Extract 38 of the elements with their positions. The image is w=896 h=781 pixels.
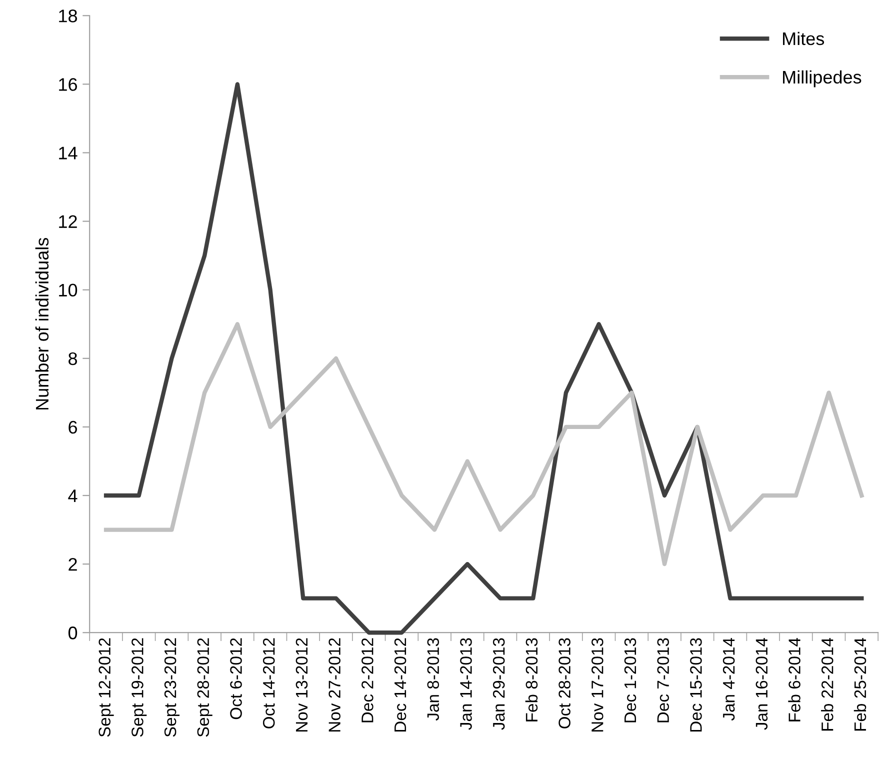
x-tick-label: Jan 8-2013 bbox=[427, 638, 440, 721]
y-tick-label: 10 bbox=[59, 284, 78, 297]
y-tick-label: 14 bbox=[59, 146, 78, 160]
y-axis-title: Number of individuals bbox=[35, 238, 49, 410]
x-tick-label: Dec 1-2013 bbox=[624, 638, 636, 722]
x-tick-label: Nov 17-2013 bbox=[592, 638, 604, 732]
x-tick-label: Oct 14-2012 bbox=[262, 638, 275, 728]
x-tick-label: Dec 7-2013 bbox=[657, 638, 670, 722]
x-tick-label: Nov 13-2012 bbox=[296, 638, 308, 732]
x-tick-label: Feb 6-2014 bbox=[788, 638, 800, 722]
y-tick-label: 12 bbox=[59, 215, 77, 228]
x-tick-label: Jan 16-2014 bbox=[756, 638, 768, 730]
y-tick-label: 16 bbox=[59, 78, 78, 91]
x-tick-label: Sept 28-2012 bbox=[197, 638, 212, 737]
x-tick-label: Jan 29-2013 bbox=[492, 638, 505, 730]
x-tick-label: Sept 12-2012 bbox=[98, 638, 114, 737]
y-tick-label: 0 bbox=[68, 626, 78, 640]
line-series bbox=[104, 322, 864, 566]
x-tick-label: Dec 15-2013 bbox=[690, 638, 702, 732]
x-tick-label: Oct 28-2013 bbox=[558, 638, 570, 728]
y-tick-label: 8 bbox=[68, 352, 78, 366]
legend-label: Millipedes bbox=[783, 70, 862, 88]
x-tick-label: Dec 14-2012 bbox=[394, 638, 406, 732]
x-tick-label: Sept 23-2012 bbox=[164, 638, 180, 737]
x-tick-label: Feb 22-2014 bbox=[821, 638, 834, 731]
x-tick-label: Oct 6-2012 bbox=[230, 638, 242, 720]
legend-label: Mites bbox=[783, 32, 824, 46]
x-tick-label: Nov 27-2012 bbox=[328, 638, 340, 732]
x-tick-label: Feb 8-2013 bbox=[525, 638, 538, 722]
y-tick-label: 4 bbox=[68, 490, 78, 502]
y-tick-label: 18 bbox=[59, 10, 78, 22]
x-tick-label: Feb 25-2014 bbox=[854, 638, 866, 731]
y-tick-label: 6 bbox=[68, 420, 77, 434]
x-tick-label: Sept 19-2012 bbox=[132, 638, 147, 737]
x-tick-label: Jan 14-2013 bbox=[460, 638, 472, 730]
x-tick-label: Jan 4-2014 bbox=[722, 638, 735, 721]
x-tick-label: Dec 2-2012 bbox=[362, 638, 374, 722]
y-tick-label: 2 bbox=[68, 558, 77, 571]
